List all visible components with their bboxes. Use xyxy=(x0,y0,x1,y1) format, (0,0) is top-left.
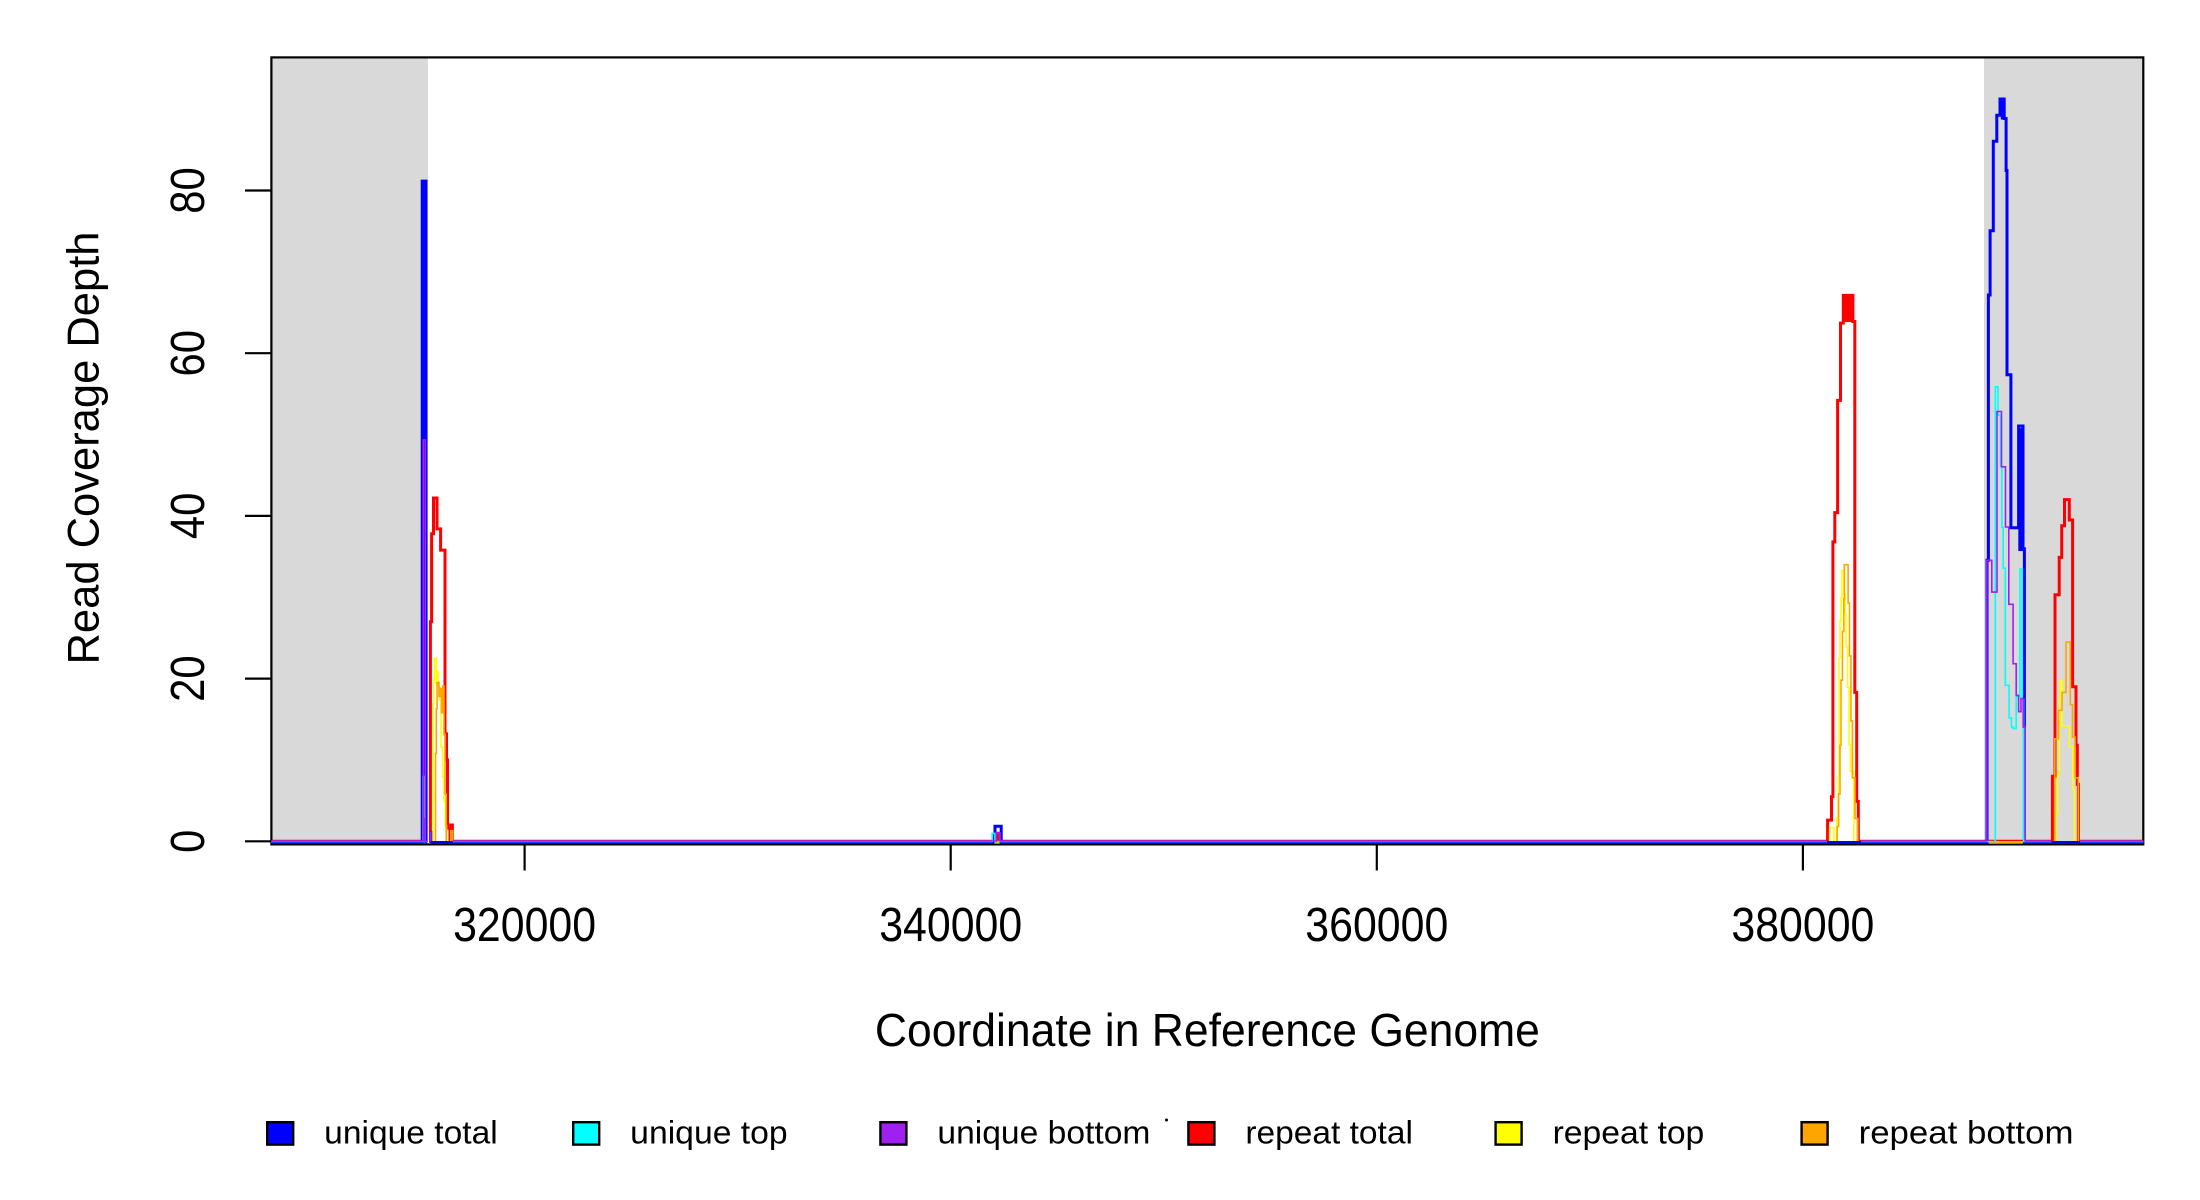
svg-text:340000: 340000 xyxy=(879,899,1022,952)
svg-text:380000: 380000 xyxy=(1731,899,1874,952)
svg-text:Coordinate in Reference Genome: Coordinate in Reference Genome xyxy=(875,1004,1540,1056)
svg-text:360000: 360000 xyxy=(1305,899,1448,952)
svg-text:80: 80 xyxy=(162,167,215,214)
svg-text:unique total: unique total xyxy=(324,1115,498,1151)
svg-text:0: 0 xyxy=(162,830,215,853)
svg-text:unique top: unique top xyxy=(630,1115,788,1151)
svg-text:60: 60 xyxy=(162,330,215,377)
svg-text:20: 20 xyxy=(162,655,215,702)
svg-text:repeat top: repeat top xyxy=(1553,1115,1705,1151)
svg-text:unique bottom: unique bottom xyxy=(937,1115,1150,1151)
svg-text:320000: 320000 xyxy=(453,899,596,952)
svg-text:Read Coverage Depth: Read Coverage Depth xyxy=(59,232,108,665)
svg-text:40: 40 xyxy=(162,493,215,540)
svg-text:repeat total: repeat total xyxy=(1245,1115,1413,1151)
svg-text:repeat bottom: repeat bottom xyxy=(1859,1115,2074,1151)
